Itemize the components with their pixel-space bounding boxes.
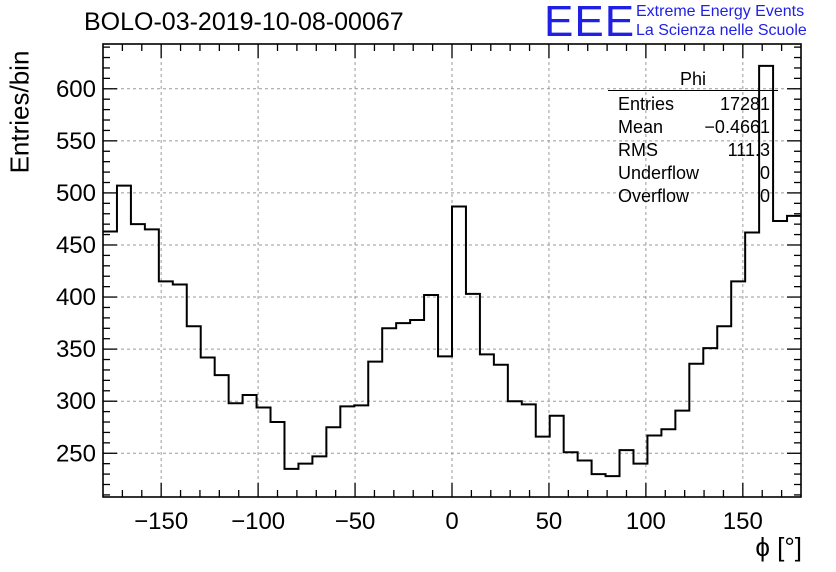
eee-logo-icon: EEE (544, 0, 636, 46)
stats-value: 0 (759, 186, 770, 206)
stats-value: 111.3 (727, 140, 770, 160)
stats-title: Phi (608, 68, 778, 91)
y-tick-label: 450 (56, 232, 96, 259)
histogram-series (103, 64, 801, 478)
stats-value: 0 (759, 163, 770, 183)
stats-row-overflow: Overflow 0 (608, 185, 778, 208)
x-tick-label: 0 (445, 508, 458, 535)
logo-line-2: La Scienza nelle Scuole (636, 22, 807, 39)
y-tick-label: 400 (56, 284, 96, 311)
stats-box: Phi Entries 17281 Mean −0.4661 RMS 111.3… (608, 68, 778, 208)
axis-tick-labels: −150 −100 −50 0 50 100 150 250 300 350 400 450 500 55… (56, 76, 763, 535)
logo-line-1: Extreme Energy Events (636, 3, 805, 20)
stats-label: RMS (618, 140, 658, 160)
stats-value: −0.4661 (704, 117, 770, 137)
x-tick-label: −150 (134, 508, 188, 535)
stats-row-mean: Mean −0.4661 (608, 116, 778, 139)
stats-label: Entries (618, 94, 675, 114)
stats-row-rms: RMS 111.3 (608, 139, 778, 162)
axis-ticks (103, 44, 801, 497)
stats-row-underflow: Underflow 0 (608, 162, 778, 185)
stats-row-entries: Entries 17281 (608, 93, 778, 116)
y-tick-label: 350 (56, 336, 96, 363)
x-tick-label: 50 (536, 508, 563, 535)
x-axis-label: ϕ [°] (755, 532, 802, 562)
chart-title: BOLO-03-2019-10-08-00067 (84, 8, 404, 36)
y-tick-label: 550 (56, 128, 96, 155)
stats-label: Mean (618, 117, 664, 137)
x-tick-label: 100 (626, 508, 666, 535)
eee-logo-text: Extreme Energy Events La Scienza nelle S… (636, 2, 807, 40)
stats-value: 17281 (719, 94, 770, 114)
stats-label: Underflow (618, 163, 700, 183)
y-tick-label: 250 (56, 440, 96, 467)
y-tick-label: 300 (56, 388, 96, 415)
x-tick-label: −50 (335, 508, 376, 535)
x-tick-label: −100 (231, 508, 285, 535)
y-tick-label: 600 (56, 76, 96, 103)
x-tick-label: 150 (723, 508, 763, 535)
stats-label: Overflow (618, 186, 690, 206)
y-axis-label: Entries/bin (4, 50, 35, 174)
y-tick-label: 500 (56, 180, 96, 207)
